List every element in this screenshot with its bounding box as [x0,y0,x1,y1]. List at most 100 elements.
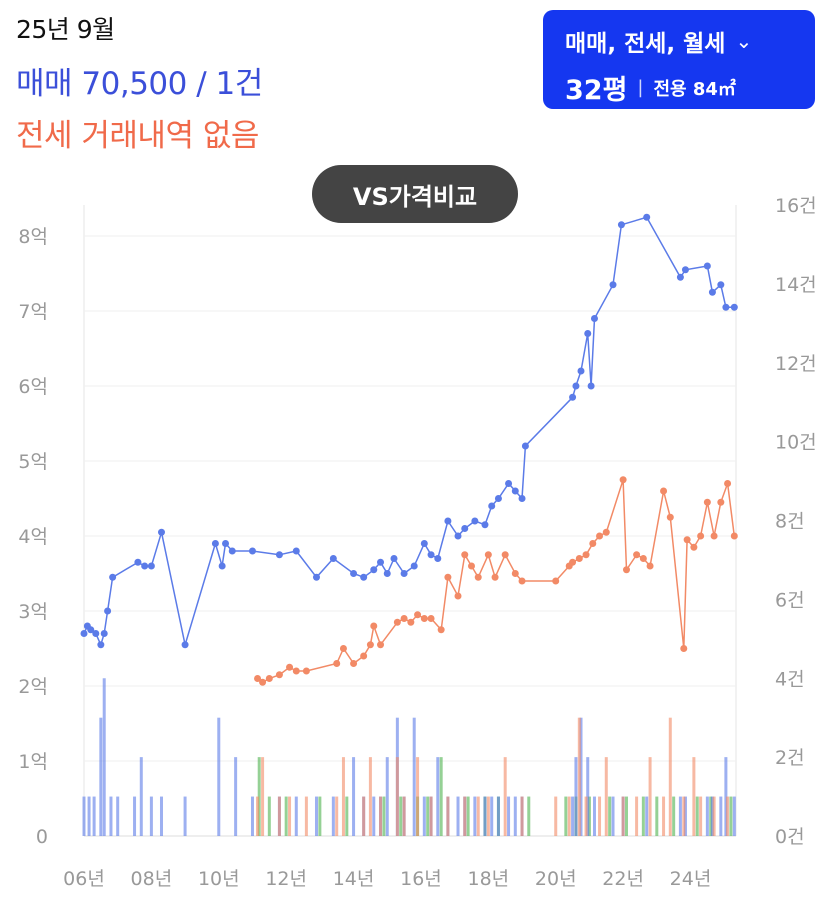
sale-point [444,517,452,525]
sale-volume-bar [234,757,238,836]
sale-point [383,570,391,577]
rent-volume-bar [527,796,531,836]
sale-point [370,566,378,574]
sale-volume-bar [710,796,714,836]
jeonse-point [370,622,378,630]
rent-volume-bar [564,796,568,836]
jeonse-volume-bar [692,757,696,836]
jeonse-point [467,562,475,570]
sale-point [587,382,595,390]
sale-volume-bar [331,796,335,836]
jeonse-point [575,555,583,562]
sale-point [481,521,489,529]
jeonse-volume-bar [368,757,372,836]
sale-point [722,303,730,311]
sale-volume-bar [592,796,596,836]
jeonse-point [622,566,630,574]
rent-volume-bar [587,796,591,836]
jeonse-point [292,667,300,675]
jeonse-volume-bar [621,796,625,836]
jeonse-point [461,551,469,559]
sale-volume-bar [611,796,615,836]
jeonse-point [302,667,310,675]
rent-volume-bar [382,796,386,836]
jeonse-volume-bar [256,796,260,836]
sale-volume-bar [719,796,723,836]
sale-point [703,262,711,270]
jeonse-point [420,615,428,622]
jeonse-point [633,551,641,559]
jeonse-point [393,618,401,626]
y-right-tick-label: 12건 [775,353,817,375]
jeonse-volume-bar [712,796,716,836]
sale-point [681,266,689,274]
jeonse-volume-bar [635,796,639,836]
sale-point [511,487,519,495]
sale-volume-bar [586,757,590,836]
jeonse-point [697,532,705,540]
chevron-down-icon: ⌄ [735,29,753,53]
jeonse-volume-bar [486,796,490,836]
jeonse-point [660,487,668,495]
sale-point [717,281,725,289]
rent-volume-bar [257,757,261,836]
jeonse-point [501,551,509,559]
jeonse-volume-bar [520,796,524,836]
jeonse-volume-bar [584,796,588,836]
rent-volume-bar [641,796,645,836]
sale-point [390,555,398,562]
sale-point [157,528,165,536]
x-tick-label: 18년 [468,868,510,890]
deal-type-filter-button[interactable]: 매매, 전세, 월세 ⌄ 32평 | 전용 84㎡ [543,10,815,109]
y-left-tick-label: 6억 [18,376,48,398]
area-label: 전용 84㎡ [653,78,736,100]
sale-point [228,547,236,555]
rent-volume-bar [267,796,271,836]
jeonse-volume-bar [668,717,672,836]
vs-compare-button[interactable]: VS가격비교 [312,165,518,223]
sale-volume-bar [473,796,477,836]
rent-volume-bar [695,796,699,836]
sale-point [521,442,529,450]
sale-volume-bar [456,796,460,836]
jeonse-volume-bar [503,757,507,836]
sale-volume-bar [87,796,91,836]
sale-point [92,630,100,637]
jeonse-point [414,611,422,619]
sale-point [494,495,502,502]
rent-volume-bar [624,796,628,836]
sale-volume-bar [496,796,500,836]
jeonse-point [275,671,283,679]
jeonse-volume-bar [261,757,265,836]
jeonse-point [377,641,385,649]
jeonse-volume-bar [288,796,292,836]
y-left-tick-label: 2억 [18,676,48,698]
sale-point [461,525,469,532]
jeonse-volume-bar [577,717,581,836]
sale-point [518,495,526,502]
jeonse-volume-bar [362,796,366,836]
y-left-tick-label: 1억 [18,751,48,773]
sale-volume-bar [490,796,494,836]
jeonse-point [646,562,654,570]
sale-volume-bar [724,757,728,836]
sale-volume-bar [92,796,96,836]
x-tick-label: 08년 [131,868,173,890]
sale-point [211,540,219,547]
jeonse-point [333,660,341,667]
sale-volume-bar [732,796,736,836]
sale-volume-bar [507,796,511,836]
y-left-tick-label: 5억 [18,451,48,473]
sale-point [80,630,88,637]
sale-point [410,562,418,570]
jeonse-point [366,641,374,649]
sale-volume-bar [579,717,583,836]
jeonse-volume-bar [304,796,308,836]
x-tick-label: 20년 [535,868,577,890]
sale-volume-bar [159,796,163,836]
sale-volume-bar [705,796,709,836]
header-date: 25년 9월 [16,15,115,44]
sale-point [488,502,496,510]
jeonse-volume-bar [463,796,467,836]
jeonse-volume-bar [416,757,420,836]
